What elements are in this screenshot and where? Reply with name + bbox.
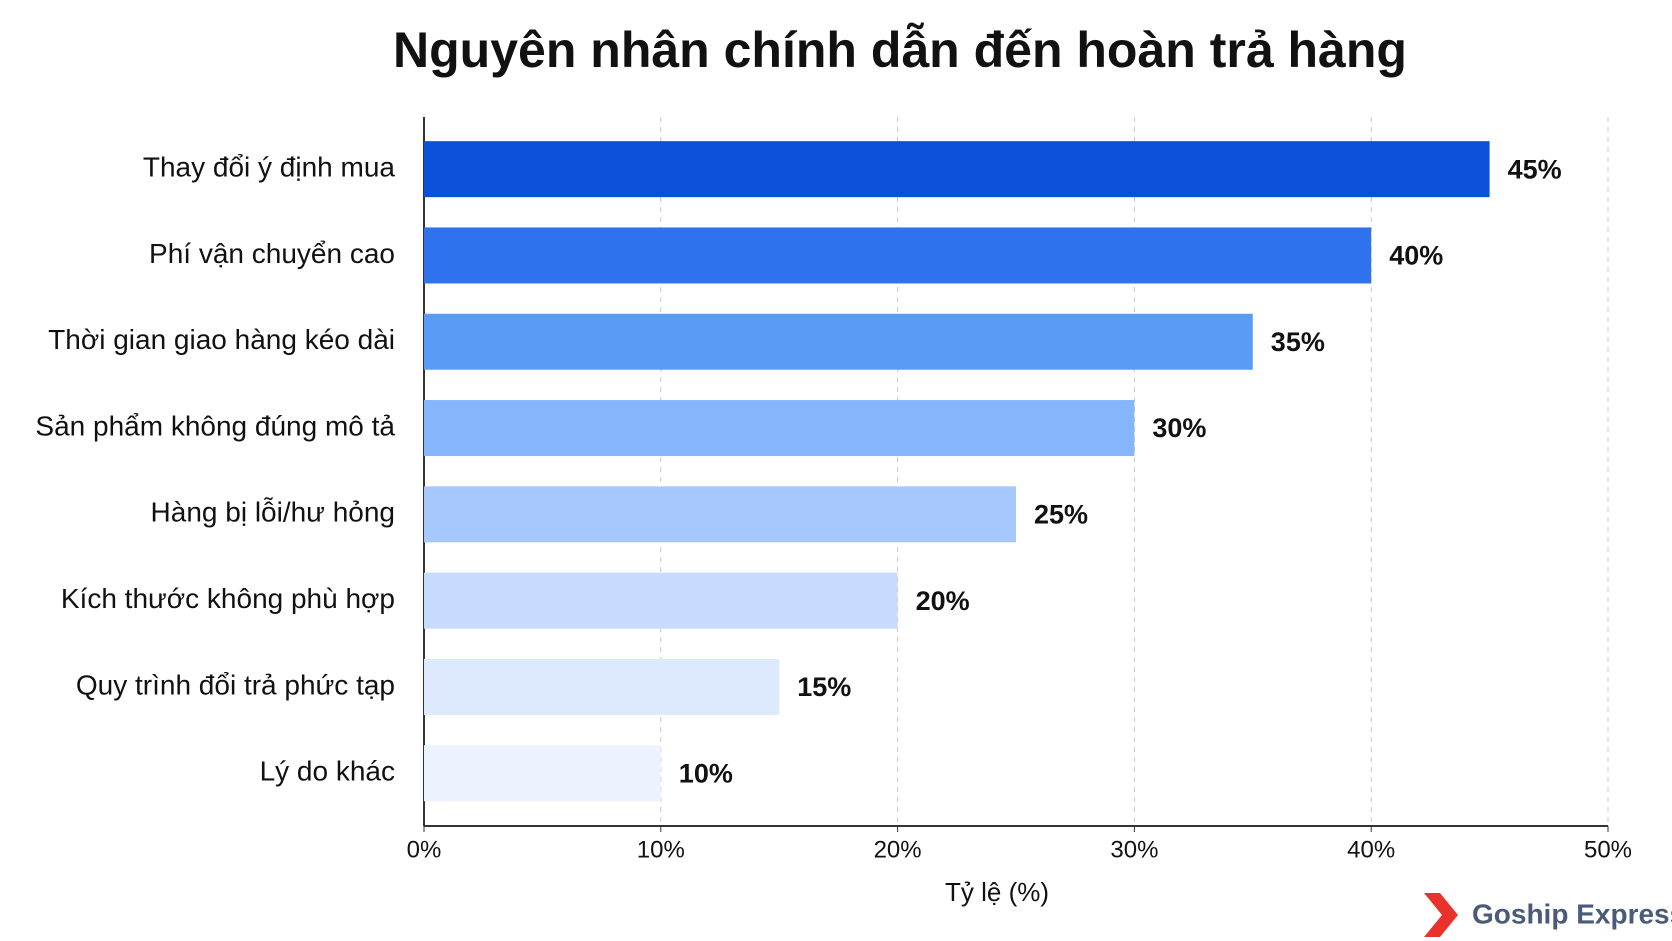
x-tick-label: 50% (1584, 836, 1632, 863)
category-label: Quy trình đổi trả phức tạp (76, 669, 395, 700)
bar (424, 486, 1016, 543)
x-axis-label: Tỷ lệ (%) (945, 877, 1049, 907)
x-tick-label: 20% (874, 836, 922, 863)
x-tick-label: 10% (637, 836, 685, 863)
category-label: Thay đổi ý định mua (143, 152, 396, 183)
x-tick-label: 40% (1347, 836, 1395, 863)
category-label: Lý do khác (260, 756, 395, 787)
value-label: 10% (679, 758, 733, 788)
x-tick-label: 30% (1110, 836, 1158, 863)
value-label: 30% (1152, 413, 1206, 443)
category-label: Phí vận chuyển cao (149, 238, 395, 269)
chart-title: Nguyên nhân chính dẫn đến hoàn trả hàng (393, 22, 1407, 78)
value-label: 45% (1508, 154, 1562, 184)
value-label: 25% (1034, 499, 1088, 529)
bar (424, 227, 1372, 284)
x-tick-label: 0% (407, 836, 442, 863)
category-label: Sản phẩm không đúng mô tả (35, 410, 395, 441)
brand-logo (1424, 893, 1458, 937)
value-label: 20% (916, 586, 970, 616)
bar (424, 745, 661, 802)
category-label: Kích thước không phù hợp (61, 583, 395, 614)
value-label: 15% (797, 672, 851, 702)
value-label: 35% (1271, 327, 1325, 357)
bar (424, 141, 1490, 198)
value-label: 40% (1389, 241, 1443, 271)
bar (424, 572, 898, 629)
bar (424, 658, 780, 715)
bar (424, 400, 1135, 457)
category-label: Hàng bị lỗi/hư hỏng (151, 497, 395, 528)
category-label: Thời gian giao hàng kéo dài (48, 324, 395, 355)
brand-name: Goship Express (1472, 898, 1672, 929)
bar (424, 313, 1253, 370)
